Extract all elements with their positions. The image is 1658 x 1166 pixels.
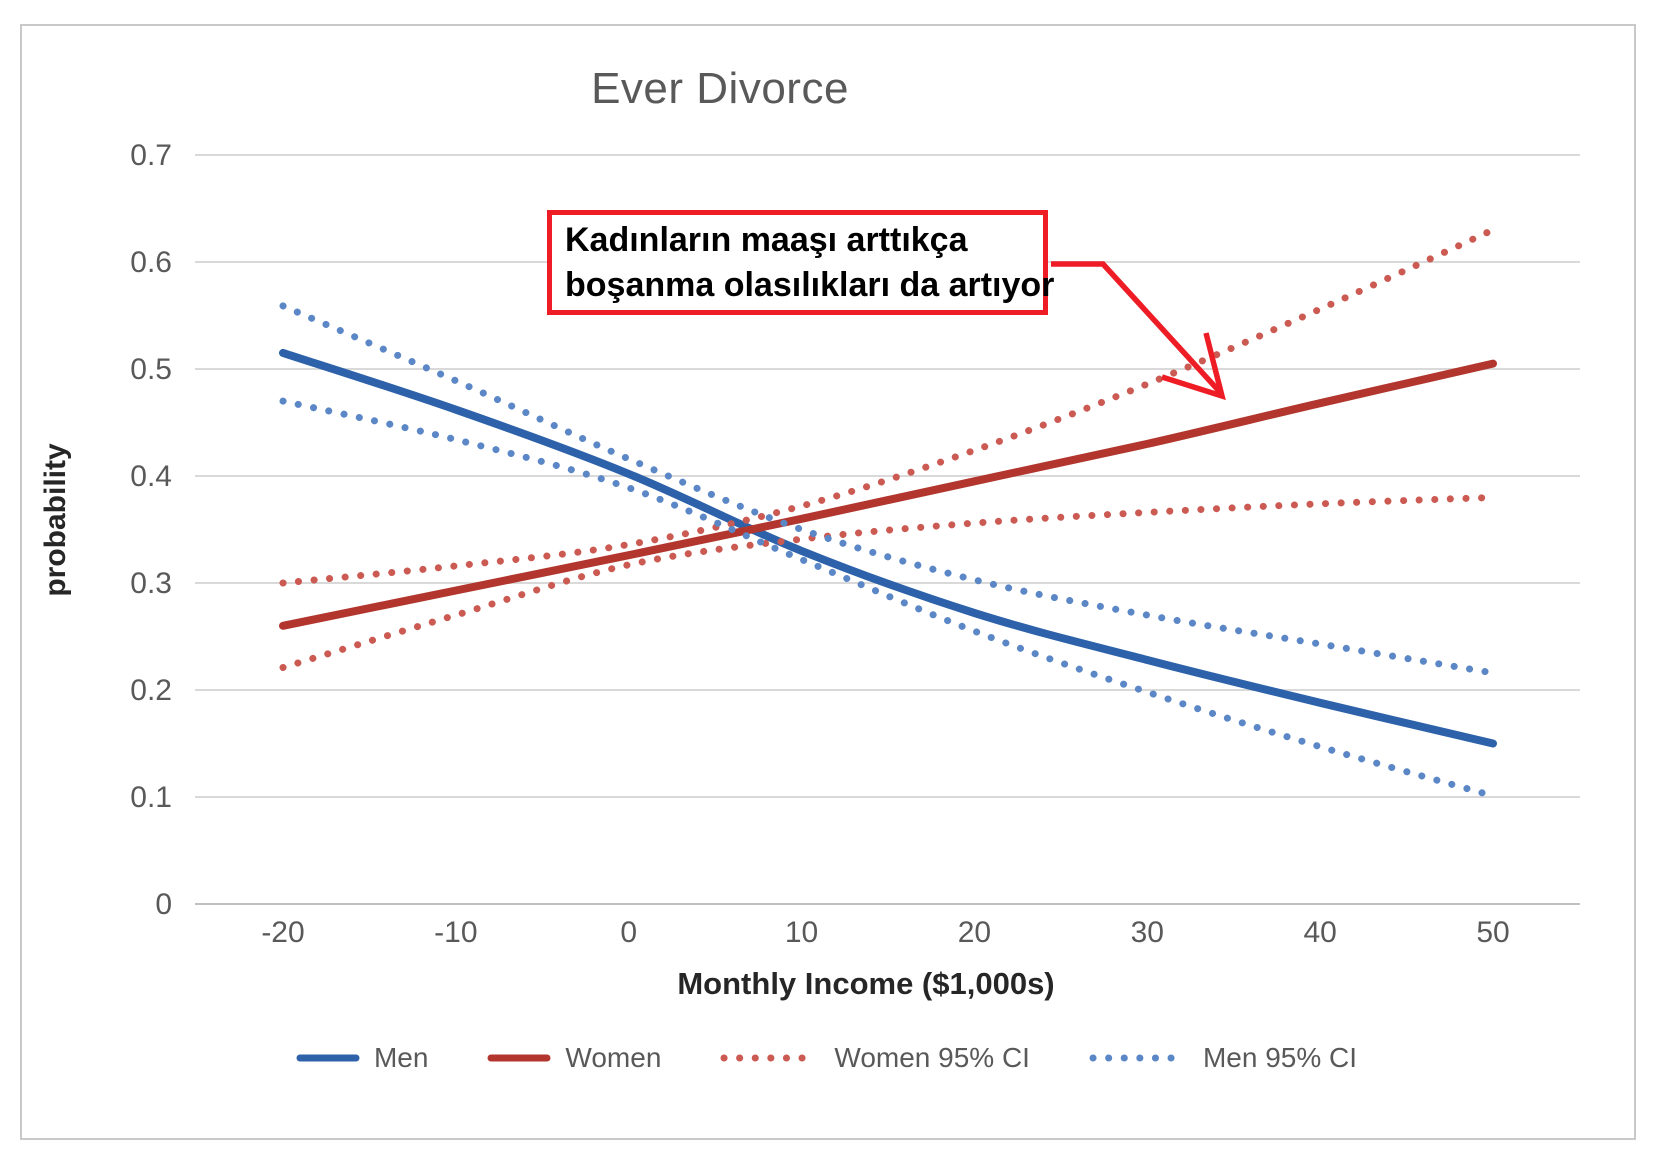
legend-label: Men [373,1042,429,1073]
x-tick-label: -20 [261,916,304,949]
y-tick-label: 0.5 [130,353,172,386]
legend-item-men: Men [295,1042,428,1074]
annotation-text-line2: boşanma olasılıkları da artıyor [565,266,1055,304]
y-tick-label: 0 [155,888,172,921]
legend-item-women: Women [486,1042,661,1074]
x-tick-label: -10 [434,916,477,949]
chart-title: Ever Divorce [591,64,849,113]
solid-line-swatch-icon [487,1054,551,1062]
ci-line-men-95-ci-upper [279,302,1497,677]
y-tick-label: 0.7 [130,139,172,172]
x-tick-label: 0 [620,916,637,949]
dotted-line-swatch-icon [720,1054,820,1062]
series-line-men [279,348,1497,748]
y-tick-label: 0.2 [130,674,172,707]
x-tick-label: 30 [1131,916,1164,949]
annotation-callout-box: Kadınların maaşı arttıkça boşanma olasıl… [547,210,1055,315]
y-tick-label: 0.3 [130,567,172,600]
dotted-line-swatch-icon [1089,1054,1189,1062]
legend-label: Women [565,1042,662,1073]
x-tick-label: 10 [785,916,818,949]
y-tick-label: 0.4 [130,460,172,493]
annotation-text-line1: Kadınların maaşı arttıkça [565,221,968,259]
ci-line-women-95-ci-upper [279,226,1497,587]
y-tick-label: 0.1 [130,781,172,814]
solid-line-swatch-icon [296,1054,360,1062]
chart-legend: Men Women Women 95% CI Men 95% CI [20,1030,1632,1086]
annotation-arrowhead-icon [1161,332,1226,401]
x-tick-label: 20 [958,916,991,949]
y-tick-label: 0.6 [130,246,172,279]
legend-label: Women 95% CI [834,1042,1030,1073]
legend-label: Men 95% CI [1202,1042,1358,1073]
x-tick-label: 50 [1476,916,1509,949]
ci-line-men-95-ci-lower [279,397,1497,800]
legend-item-women-95-ci: Women 95% CI [719,1042,1030,1074]
ci-line-women-95-ci-lower [279,493,1497,671]
legend-item-men-95-ci: Men 95% CI [1088,1042,1357,1074]
x-tick-label: 40 [1303,916,1336,949]
x-axis-title: Monthly Income ($1,000s) [677,966,1055,1001]
series-line-women [279,359,1497,630]
annotation-connector-line [1051,261,1222,393]
